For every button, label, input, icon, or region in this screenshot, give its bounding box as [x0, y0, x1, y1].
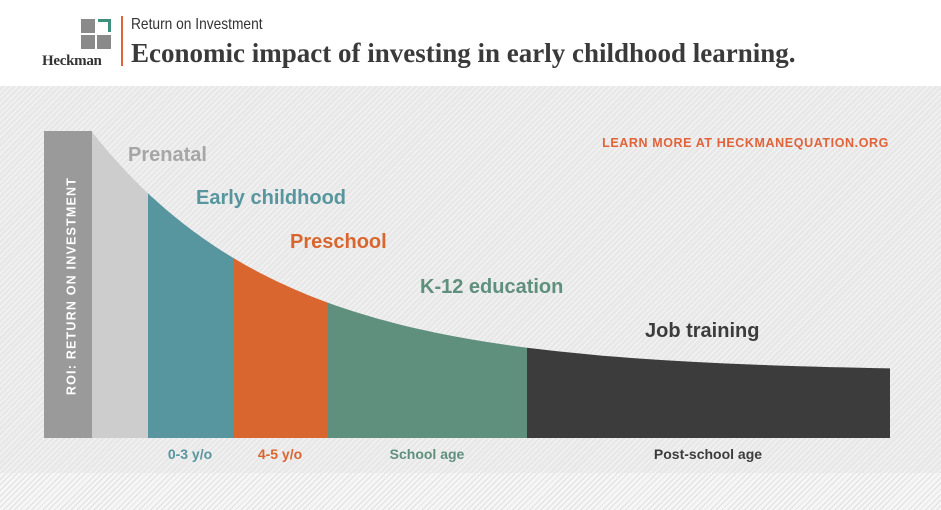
logo-square-icon	[81, 35, 95, 49]
heckman-logo: Heckman	[40, 14, 118, 74]
segment-early-childhood	[148, 193, 233, 438]
stage-label: Early childhood	[196, 187, 346, 209]
segment-prenatal	[92, 132, 148, 438]
area-segments	[92, 132, 890, 438]
age-label: School age	[390, 446, 465, 462]
stage-label: Preschool	[290, 231, 387, 253]
y-axis-bar	[44, 131, 92, 438]
footer-strip	[0, 473, 941, 510]
age-label: Post-school age	[654, 446, 762, 462]
segment-preschool	[233, 257, 328, 438]
header-divider	[121, 16, 123, 66]
logo-corner-icon	[98, 19, 111, 32]
logo-square-icon	[81, 19, 95, 33]
y-axis-label: ROI: RETURN ON INVESTMENT	[64, 177, 78, 395]
stage-label: K-12 education	[420, 276, 563, 298]
logo-wordmark: Heckman	[42, 53, 102, 69]
learn-more-link[interactable]: LEARN MORE AT HECKMANEQUATION.ORG	[602, 136, 889, 150]
stage-label: Prenatal	[128, 144, 207, 166]
segment-k-12-education	[328, 302, 527, 438]
age-label: 4-5 y/o	[258, 446, 302, 462]
segment-job-training	[527, 347, 890, 438]
header-kicker: Return on Investment	[131, 16, 263, 33]
logo-square-icon	[97, 35, 111, 49]
age-labels: 0-3 y/o 4-5 y/o School age Post-school age	[168, 446, 762, 462]
stage-labels: Prenatal Early childhood Preschool K-12 edu…	[128, 144, 759, 342]
page-title: Economic impact of investing in early ch…	[131, 38, 796, 68]
header: Heckman Return on Investment Economic im…	[0, 0, 941, 86]
age-label: 0-3 y/o	[168, 446, 212, 462]
stage-label: Job training	[645, 320, 759, 342]
